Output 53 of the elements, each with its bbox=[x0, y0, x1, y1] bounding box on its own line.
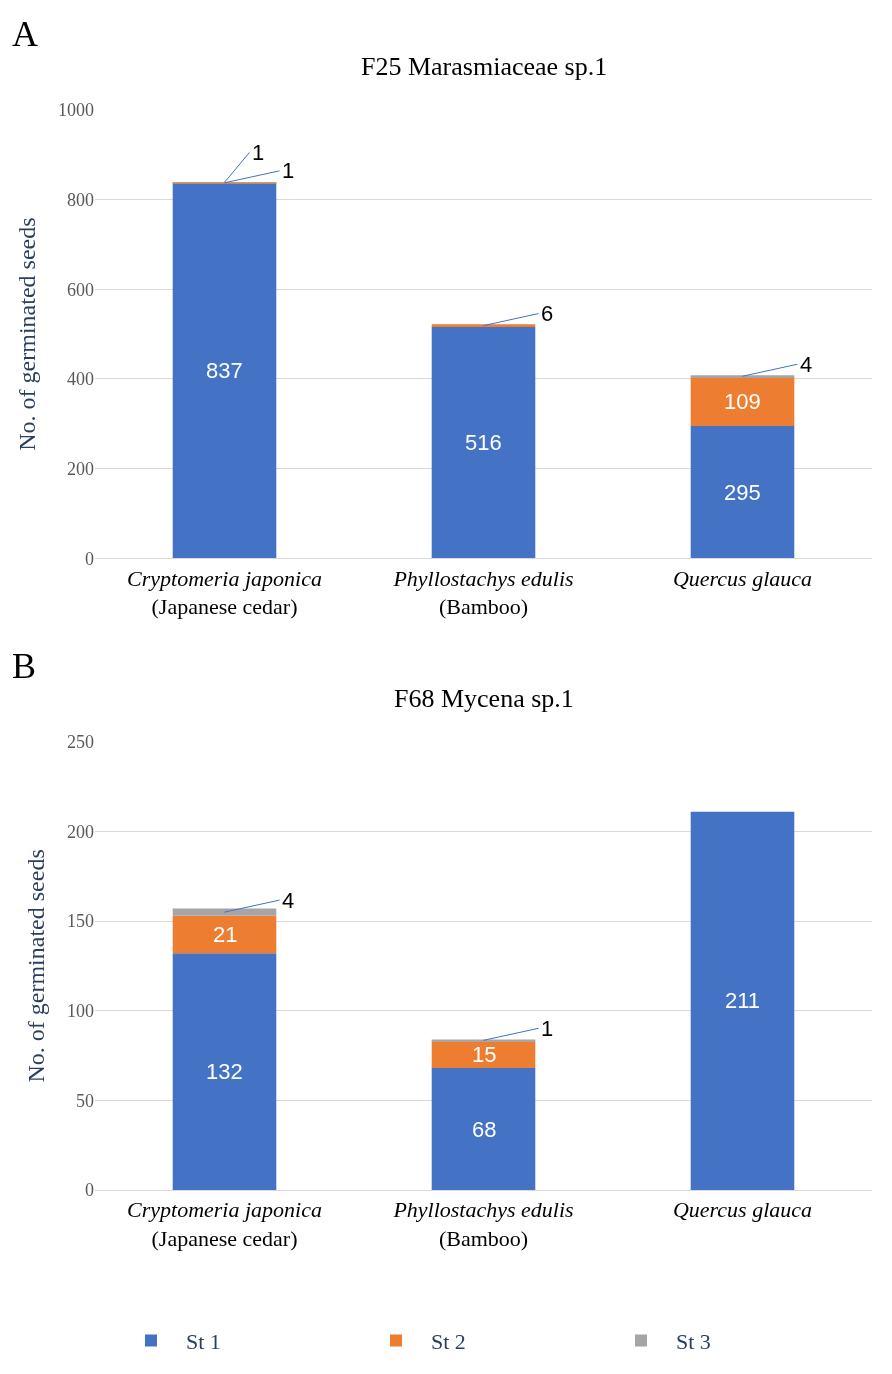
bar bbox=[431, 1041, 536, 1069]
y-tick-label: 800 bbox=[67, 189, 94, 210]
bar bbox=[431, 1068, 536, 1190]
legend-label: St 1 bbox=[186, 1328, 221, 1354]
y-tick-label: 50 bbox=[76, 1090, 94, 1111]
data-label: 295 bbox=[724, 480, 761, 505]
bar bbox=[690, 425, 795, 559]
x-tick-label: Quercus glauca bbox=[672, 565, 813, 591]
data-label: 68 bbox=[472, 1117, 497, 1142]
chart-title: F68 Mycena sp.1 bbox=[394, 684, 574, 713]
x-tick-label: Cryptomeria japonica (Japanese cedar) bbox=[127, 1197, 322, 1251]
bar bbox=[690, 811, 795, 1190]
data-label: 1 bbox=[541, 1016, 554, 1041]
bar bbox=[431, 324, 536, 327]
y-tick-label: 150 bbox=[67, 911, 94, 932]
y-tick-label: 0 bbox=[85, 548, 94, 569]
data-label: 211 bbox=[725, 988, 761, 1013]
y-tick-label: 200 bbox=[67, 458, 94, 479]
y-tick-label: 100 bbox=[67, 1001, 94, 1022]
y-tick-label: 250 bbox=[67, 732, 94, 753]
text: A bbox=[12, 14, 38, 54]
data-label: 21 bbox=[213, 922, 238, 947]
bar bbox=[172, 908, 277, 916]
legend-label: St 3 bbox=[676, 1328, 711, 1354]
text: B bbox=[12, 646, 37, 686]
data-label: 1 bbox=[282, 158, 295, 183]
data-label: 516 bbox=[465, 430, 502, 455]
bar bbox=[172, 953, 277, 1190]
data-label: 109 bbox=[724, 389, 761, 414]
bar bbox=[172, 915, 277, 954]
data-label: 6 bbox=[541, 301, 554, 326]
x-tick-label: Phyllostachys edulis (Bamboo) bbox=[392, 565, 574, 620]
x-tick-label: Cryptomeria japonica (Japanese cedar) bbox=[127, 565, 322, 620]
data-label: 1 bbox=[252, 140, 265, 165]
y-axis-title: No. of germinated seeds bbox=[14, 217, 41, 451]
data-label: 837 bbox=[206, 358, 243, 383]
data-label: 132 bbox=[206, 1059, 243, 1084]
y-tick-label: 1000 bbox=[58, 100, 94, 121]
y-tick-label: 600 bbox=[67, 279, 94, 300]
data-label: 4 bbox=[282, 888, 295, 913]
bar bbox=[690, 375, 795, 378]
y-tick-label: 0 bbox=[85, 1180, 94, 1201]
data-label: 4 bbox=[800, 352, 813, 377]
x-tick-label: Phyllostachys edulis (Bamboo) bbox=[392, 1197, 574, 1251]
y-tick-label: 200 bbox=[67, 821, 94, 842]
bar bbox=[431, 1039, 536, 1042]
y-axis-title: No. of germinated seeds bbox=[23, 849, 50, 1083]
y-tick-label: 400 bbox=[67, 369, 94, 390]
x-tick-label: Quercus glauca bbox=[672, 1197, 813, 1223]
legend-label: St 2 bbox=[431, 1328, 466, 1354]
data-label: 15 bbox=[472, 1042, 497, 1067]
bar bbox=[690, 377, 795, 426]
chart-title: F25 Marasmiaceae sp.1 bbox=[361, 52, 608, 81]
